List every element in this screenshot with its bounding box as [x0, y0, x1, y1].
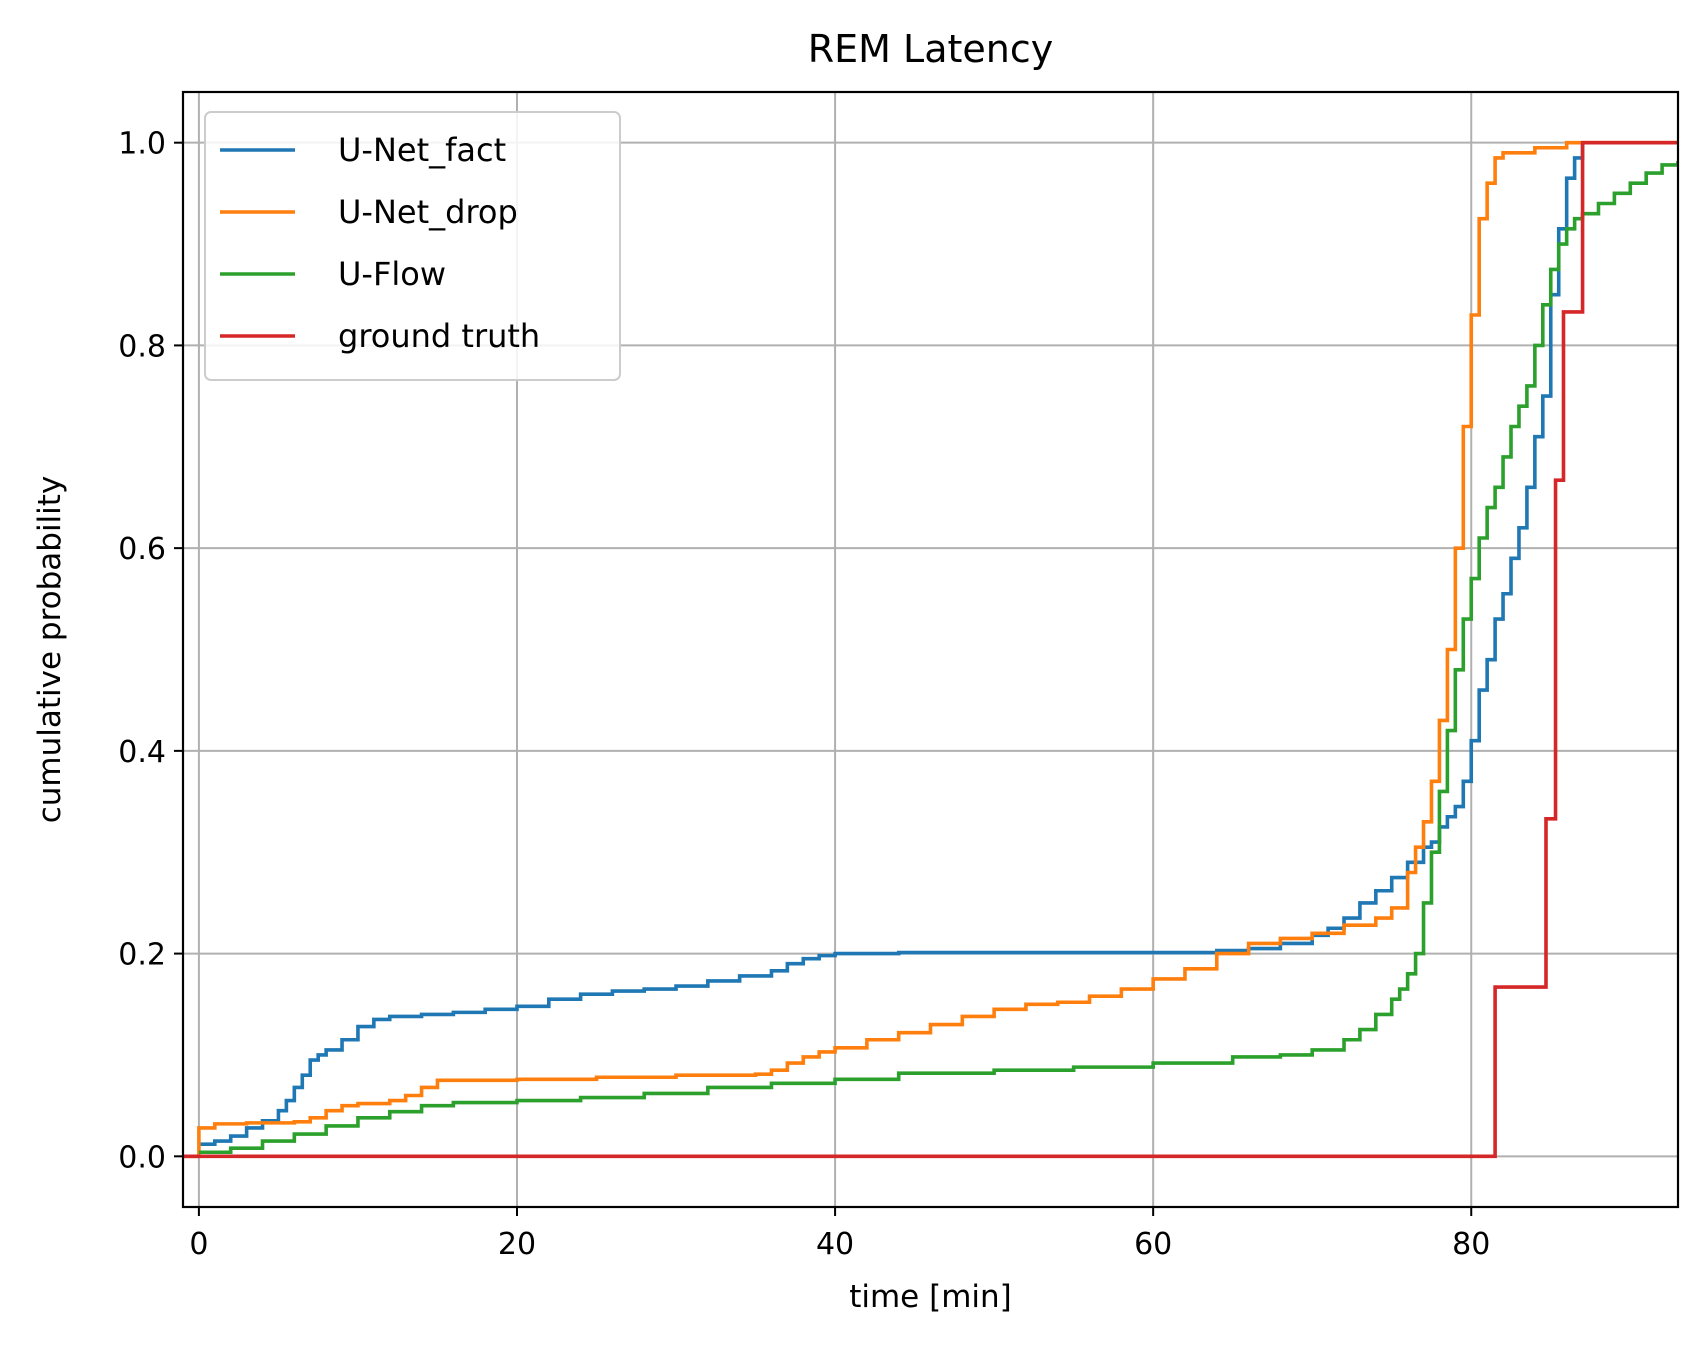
x-tick-label: 60: [1134, 1227, 1172, 1262]
chart-title: REM Latency: [808, 27, 1053, 71]
y-tick-label: 0.8: [118, 329, 166, 364]
y-axis-title: cumulative probability: [32, 476, 68, 824]
series-line-3: [183, 140, 1678, 1159]
series-line-0: [198, 142, 1585, 1146]
y-tick-label: 1.0: [118, 127, 166, 162]
y-tick-label: 0.2: [118, 938, 166, 973]
legend: U-Net_fact U-Net_drop U-Flow ground truth: [204, 111, 621, 381]
legend-label: U-Flow: [338, 255, 446, 293]
grid: [183, 92, 1678, 1207]
x-tick-label: 0: [189, 1227, 208, 1262]
ticks: 0 20 40 60 80 0.0 0.2 0.4 0.6 0.8 1.0: [118, 127, 1490, 1262]
y-tick-label: 0.0: [118, 1140, 166, 1175]
series-line-2: [198, 160, 1678, 1155]
series-line-1: [183, 140, 1678, 1159]
x-tick-label: 20: [498, 1227, 536, 1262]
y-tick-label: 0.4: [118, 735, 166, 770]
y-tick-label: 0.6: [118, 532, 166, 567]
x-tick-label: 80: [1452, 1227, 1490, 1262]
legend-label: ground truth: [338, 317, 540, 355]
x-tick-label: 40: [816, 1227, 854, 1262]
legend-label: U-Net_drop: [338, 193, 518, 231]
plot-area-frame: [181, 90, 1680, 1209]
plot-lines: [183, 140, 1678, 1159]
legend-box: [204, 111, 621, 381]
x-axis-title: time [min]: [849, 1279, 1012, 1315]
legend-label: U-Net_fact: [338, 131, 506, 169]
